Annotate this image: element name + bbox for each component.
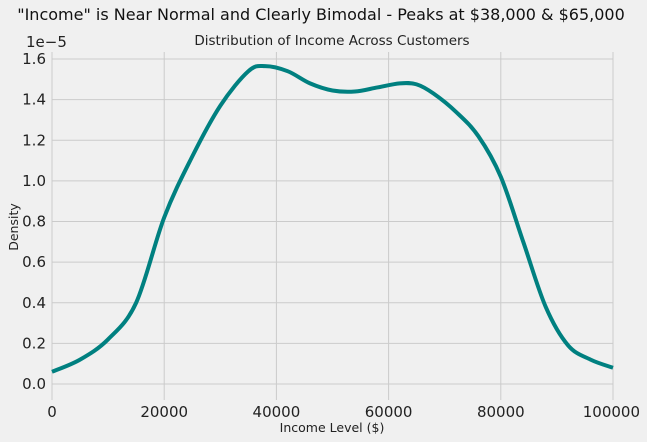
y-tick-label: 0.6 [22, 253, 46, 271]
tick-label-layer: 0 20000 40000 60000 80000 100000 0.0 0.2 0.4 0.6 0… [22, 50, 640, 421]
x-tick-label: 40000 [253, 403, 301, 421]
y-tick-label: 0.4 [22, 294, 46, 312]
y-tick-label: 1.0 [22, 172, 46, 190]
chart-title: Distribution of Income Across Customers [194, 33, 469, 49]
x-tick-label: 100000 [583, 403, 640, 421]
chart-suptitle: "Income" is Near Normal and Clearly Bimo… [17, 5, 625, 24]
y-tick-label: 1.2 [22, 131, 46, 149]
y-tick-label: 1.4 [22, 91, 46, 109]
y-offset-label: 1e−5 [26, 33, 67, 51]
density-line [51, 63, 614, 374]
x-axis-title: Income Level ($) [280, 420, 385, 435]
grid-layer [51, 52, 614, 400]
y-axis-title: Density [6, 203, 21, 251]
x-tick-label: 60000 [365, 403, 413, 421]
x-tick-label: 0 [47, 403, 57, 421]
x-tick-label: 80000 [477, 403, 525, 421]
y-tick-label: 0.0 [22, 375, 46, 393]
y-tick-label: 0.8 [22, 213, 46, 231]
y-tick-label: 1.6 [22, 50, 46, 68]
series-layer [51, 63, 614, 374]
x-tick-label: 20000 [140, 403, 188, 421]
y-tick-label: 0.2 [22, 334, 46, 352]
